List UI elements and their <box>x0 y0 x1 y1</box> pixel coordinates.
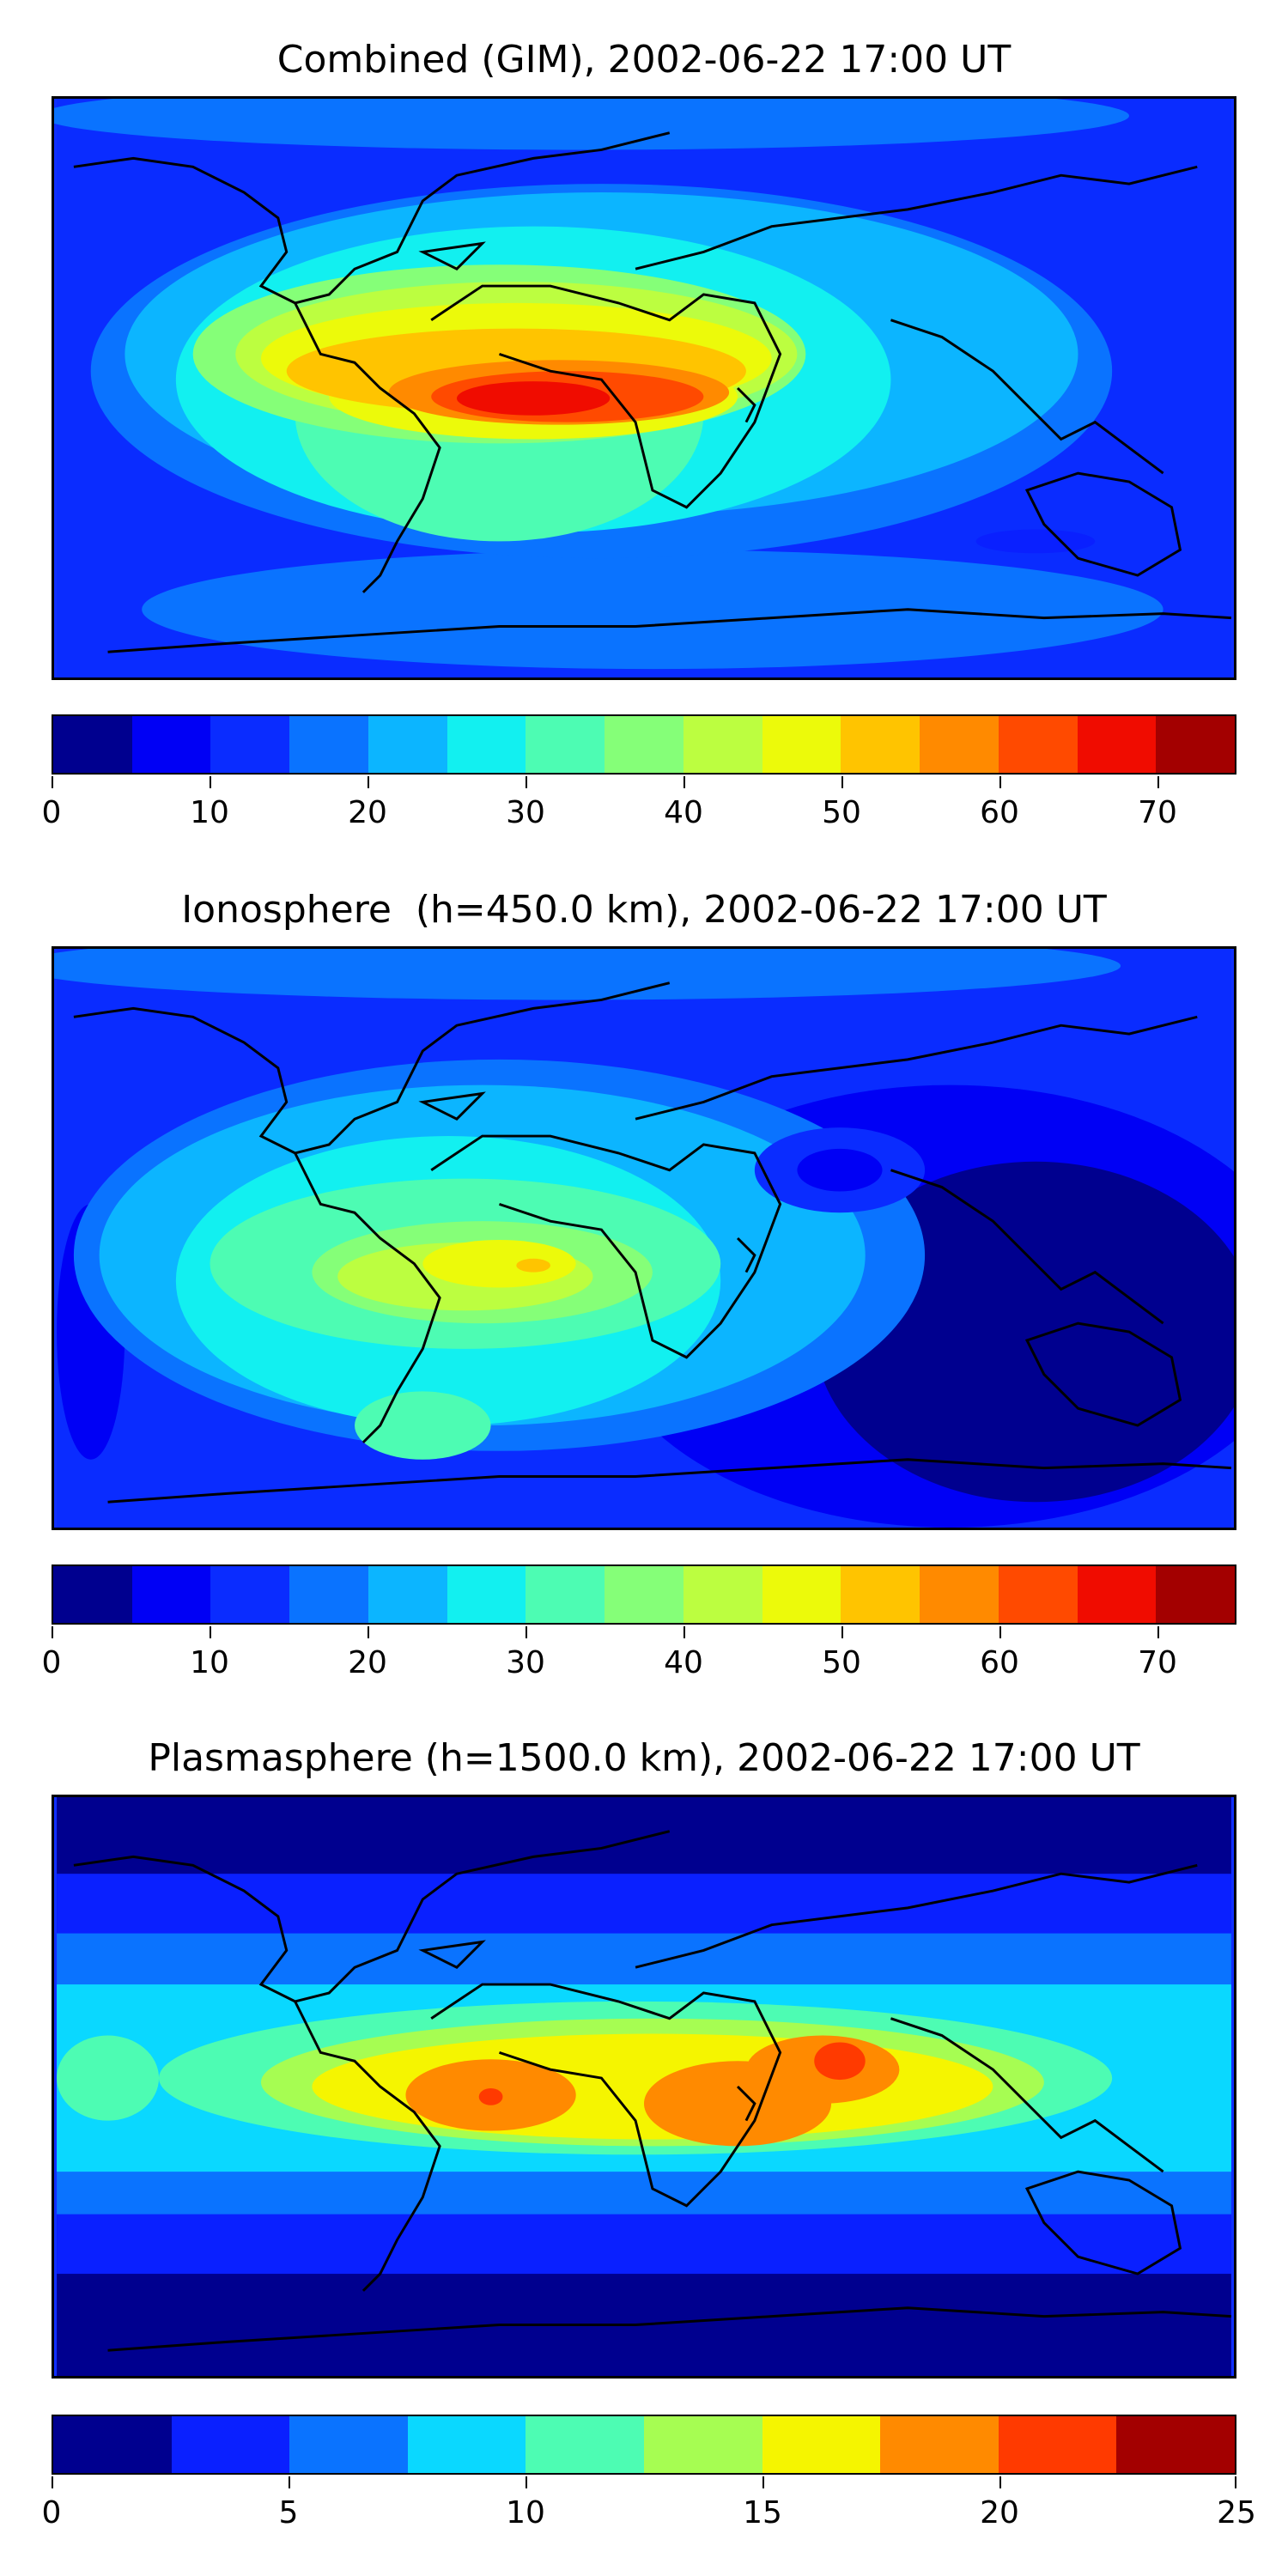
colorbar-tick <box>52 776 53 788</box>
panel-title-combined: Combined (GIM), 2002-06-22 17:00 UT <box>276 38 1012 82</box>
colorbar-level <box>447 1566 526 1623</box>
tec-contour-map-combined <box>54 99 1232 677</box>
colorbar-level <box>53 716 132 773</box>
colorbar-tick-label: 0 <box>41 2495 62 2530</box>
colorbar-level <box>1077 1566 1157 1623</box>
colorbar-tick <box>368 1626 369 1638</box>
colorbar-level <box>526 2416 644 2473</box>
colorbar-level <box>368 1566 447 1623</box>
colorbar-level <box>683 716 762 773</box>
colorbar-level <box>920 716 999 773</box>
colorbar-level <box>998 1566 1078 1623</box>
colorbar-level <box>1156 716 1236 773</box>
colorbar-plasmasphere <box>52 2415 1236 2475</box>
colorbar-tick <box>289 2476 290 2488</box>
colorbar-level <box>131 1566 211 1623</box>
colorbar-tick <box>999 2476 1001 2488</box>
colorbar-tick-label: 15 <box>743 2495 782 2530</box>
colorbar-tick-label: 60 <box>980 795 1019 830</box>
colorbar-level <box>526 716 605 773</box>
map-ionosphere <box>52 946 1236 1530</box>
colorbar-level <box>171 2416 290 2473</box>
colorbar-tick <box>52 1626 53 1638</box>
colorbar-level <box>407 2416 526 2473</box>
colorbar-level <box>998 2416 1117 2473</box>
colorbar-tick-label: 30 <box>506 1645 545 1680</box>
colorbar-ticks-ionosphere: 0 10 20 30 40 50 60 70 <box>42 1626 1236 1680</box>
colorbar-level <box>605 716 683 773</box>
colorbar-level <box>368 716 447 773</box>
colorbar-level <box>210 716 290 773</box>
colorbar-tick-label: 20 <box>980 2495 1019 2530</box>
colorbar-tick-label: 10 <box>190 1645 229 1680</box>
colorbar-level <box>289 1566 368 1623</box>
colorbar-tick <box>526 1626 527 1638</box>
colorbar-level <box>1116 2416 1235 2473</box>
colorbar-tick <box>526 2476 527 2488</box>
colorbar-level <box>762 2416 881 2473</box>
colorbar-tick <box>841 1626 843 1638</box>
colorbar-combined <box>52 714 1236 775</box>
colorbar-tick-label: 70 <box>1138 1645 1177 1680</box>
colorbar-level <box>841 716 920 773</box>
colorbar-level <box>683 1566 762 1623</box>
colorbar-tick <box>1235 2476 1236 2488</box>
colorbar-level <box>526 1566 605 1623</box>
colorbar-tick <box>1157 776 1159 788</box>
colorbar-tick <box>52 2476 53 2488</box>
colorbar-tick-label: 25 <box>1217 2495 1256 2530</box>
colorbar-tick <box>999 1626 1001 1638</box>
colorbar-tick <box>999 776 1001 788</box>
map-combined <box>52 96 1236 680</box>
colorbar-tick-label: 10 <box>190 795 229 830</box>
colorbar-level <box>880 2416 999 2473</box>
colorbar-tick-label: 50 <box>822 1645 861 1680</box>
colorbar-tick-label: 40 <box>664 795 703 830</box>
colorbar-level <box>210 1566 290 1623</box>
colorbar-tick-label: 20 <box>348 1645 387 1680</box>
colorbar-level <box>762 1566 841 1623</box>
colorbar-tick <box>683 1626 685 1638</box>
colorbar-level <box>643 2416 762 2473</box>
colorbar-level <box>762 716 841 773</box>
colorbar-tick <box>210 1626 211 1638</box>
colorbar-tick-label: 0 <box>41 795 62 830</box>
panel-title-plasmasphere: Plasmasphere (h=1500.0 km), 2002-06-22 1… <box>148 1736 1140 1780</box>
colorbar-tick <box>683 776 685 788</box>
colorbar-tick <box>210 776 211 788</box>
colorbar-level <box>605 1566 683 1623</box>
colorbar-level <box>53 2416 172 2473</box>
colorbar-level <box>447 716 526 773</box>
colorbar-level <box>131 716 211 773</box>
colorbar-ticks-combined: 0 10 20 30 40 50 60 70 <box>42 776 1236 830</box>
colorbar-tick-label: 30 <box>506 795 545 830</box>
colorbar-level <box>289 716 368 773</box>
map-plasmasphere <box>52 1795 1236 2379</box>
colorbar-tick <box>526 776 527 788</box>
panel-title-ionosphere: Ionosphere (h=450.0 km), 2002-06-22 17:0… <box>181 888 1107 932</box>
colorbar-tick <box>1157 1626 1159 1638</box>
colorbar-level <box>1156 1566 1236 1623</box>
colorbar-tick-label: 5 <box>278 2495 299 2530</box>
colorbar-ticks-plasmasphere: 0 5 10 15 20 25 <box>42 2476 1256 2530</box>
colorbar-tick-label: 60 <box>980 1645 1019 1680</box>
colorbar-tick <box>762 2476 764 2488</box>
colorbar-tick <box>841 776 843 788</box>
colorbar-tick <box>368 776 369 788</box>
colorbar-level <box>289 2416 408 2473</box>
colorbar-level <box>1077 716 1157 773</box>
colorbar-level <box>920 1566 999 1623</box>
colorbar-tick-label: 50 <box>822 795 861 830</box>
colorbar-tick-label: 20 <box>348 795 387 830</box>
colorbar-level <box>841 1566 920 1623</box>
colorbar-tick-label: 40 <box>664 1645 703 1680</box>
colorbar-ionosphere <box>52 1564 1236 1625</box>
colorbar-tick-label: 10 <box>506 2495 545 2530</box>
colorbar-tick-label: 70 <box>1138 795 1177 830</box>
colorbar-level <box>53 1566 132 1623</box>
tec-contour-map-ionosphere <box>54 949 1234 1528</box>
colorbar-level <box>998 716 1078 773</box>
tec-contour-map-plasmasphere <box>57 1797 1232 2376</box>
colorbar-tick-label: 0 <box>41 1645 62 1680</box>
